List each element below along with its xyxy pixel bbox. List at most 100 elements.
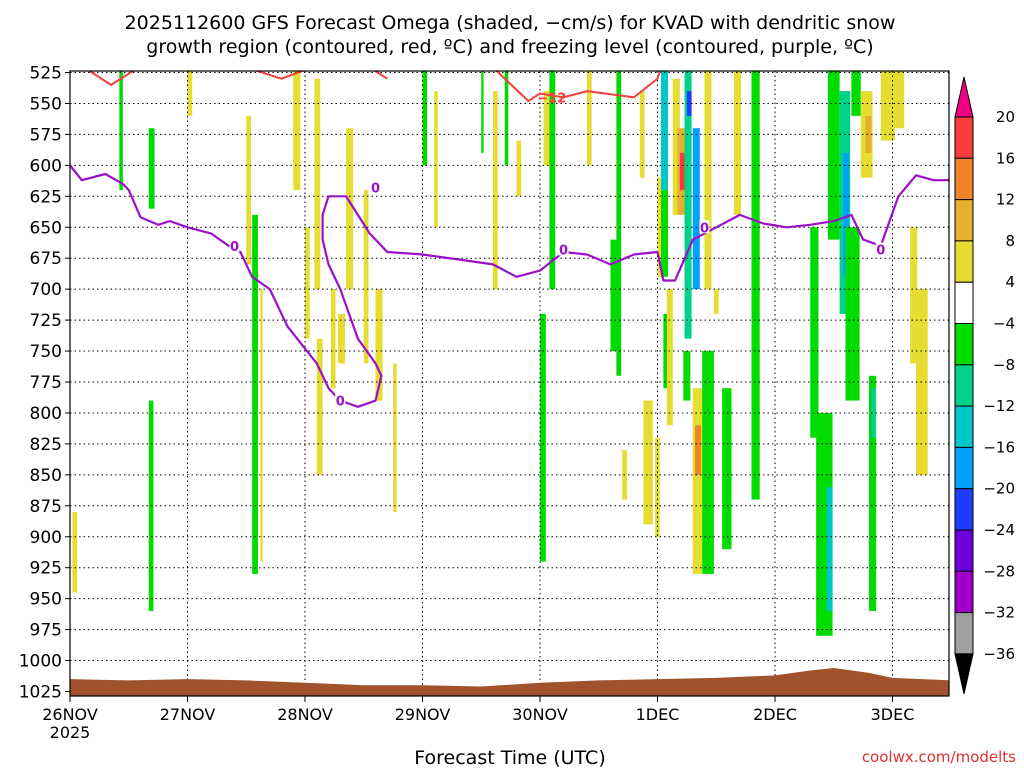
colorbar-label: −32: [983, 604, 1015, 622]
x-tick-label: 28NOV: [277, 705, 333, 724]
omega-patch: [549, 71, 556, 290]
colorbar-bin: [954, 529, 974, 572]
y-tick-label: 600: [30, 156, 62, 176]
y-tick-label: 650: [30, 218, 62, 238]
omega-patch: [293, 71, 301, 191]
omega-patch: [616, 71, 622, 376]
y-tick-label: 950: [30, 590, 62, 610]
freezing-label-bg: [699, 220, 710, 234]
minus12-contour: [495, 71, 661, 103]
freezing-level-label: 0: [876, 244, 885, 259]
omega-patch: [869, 375, 877, 612]
colorbar-label: 8: [1005, 232, 1015, 250]
omega-patch: [880, 71, 895, 141]
y-tick-label: 550: [30, 94, 62, 114]
omega-patch: [434, 91, 438, 228]
colorbar-label: 4: [1005, 273, 1015, 291]
colorbar-bin: [954, 323, 974, 366]
y-tick-label: 975: [30, 621, 62, 641]
y-tick-label: 875: [30, 497, 62, 517]
omega-patch: [337, 313, 345, 364]
omega-patch: [843, 152, 850, 277]
omega-patch: [692, 128, 700, 290]
colorbar-bin: [954, 612, 974, 655]
y-tick-label: 825: [30, 435, 62, 455]
colorbar-bin: [954, 240, 974, 283]
omega-patch: [845, 227, 860, 401]
freezing-label-bg: [875, 242, 886, 256]
surface-layer: [70, 668, 949, 696]
colorbar-bin: [954, 405, 974, 448]
omega-patch: [663, 313, 670, 389]
colorbar-label: −4: [993, 315, 1015, 333]
freezing-label-bg: [229, 238, 240, 252]
y-tick-label: 575: [30, 125, 62, 145]
omega-patch: [610, 239, 618, 352]
y-tick-label: 1025: [19, 683, 62, 703]
freezing-level-label: 0: [230, 240, 239, 255]
colorbar-bin: [954, 116, 974, 159]
colorbar-bin: [954, 281, 974, 325]
grid-layer: [70, 71, 949, 696]
colorbar-bin: [954, 364, 974, 407]
omega-patch: [393, 363, 397, 512]
omega-patch: [330, 289, 336, 389]
freezing-level-label: 0: [371, 182, 380, 197]
x-tick-label: 30NOV: [512, 705, 568, 724]
colorbar-label: −24: [983, 521, 1015, 539]
omega-patch: [481, 71, 484, 153]
freezing-label-bg: [558, 242, 569, 256]
freezing-label-bg: [370, 180, 381, 194]
omega-patch: [826, 487, 833, 612]
omega-patch: [540, 313, 546, 562]
omega-patch: [722, 388, 732, 550]
omega-patch: [504, 71, 509, 166]
y-tick-label: 900: [30, 528, 62, 548]
colorbar-bin: [954, 199, 974, 242]
omega-patch: [422, 71, 428, 166]
freezing-level-label: 0: [700, 221, 709, 236]
minus12-contour-label: −12: [537, 91, 566, 106]
omega-patch: [543, 91, 551, 166]
omega-patch: [684, 71, 692, 339]
omega-patch: [316, 338, 323, 475]
colorbar-label: −20: [983, 480, 1015, 498]
omega-patch: [695, 425, 701, 475]
omega-patch: [865, 115, 872, 153]
omega-patch: [702, 351, 714, 574]
omega-patch: [892, 71, 905, 129]
omega-patch: [363, 190, 369, 364]
x-tick-label: 29NOV: [395, 705, 451, 724]
omega-patch: [751, 71, 760, 500]
colorbar-bin: [954, 570, 974, 614]
omega-patch: [375, 289, 383, 401]
omega-patch: [72, 511, 78, 593]
x-tick-label: 3DEC: [871, 705, 915, 724]
omega-patch: [305, 227, 310, 339]
contour-layer: −12 0 0 0 0 0 0: [70, 71, 949, 410]
colorbar-label: 20: [996, 108, 1015, 126]
omega-patch: [661, 71, 669, 191]
omega-patch: [661, 190, 669, 277]
colorbar-label: −16: [983, 438, 1015, 456]
colorbar-top-arrow: [954, 76, 974, 118]
minus12-contour: [87, 71, 135, 87]
freezing-label-bg: [335, 393, 346, 407]
omega-patch: [733, 71, 741, 215]
colorbar: 20 16 12 8 4 −4 −8 −12 −16 −20 −24 −28 −32 −36: [954, 76, 1015, 695]
colorbar-bottom-arrow: [954, 653, 974, 695]
omega-patch: [119, 71, 123, 191]
omega-patch: [827, 71, 840, 240]
y-tick-label: 625: [30, 187, 62, 207]
omega-patch: [493, 91, 498, 290]
omega-patch: [686, 91, 692, 116]
omega-patch: [851, 71, 861, 116]
chart-title-line-2: growth region (contoured, red, ºC) and f…: [146, 36, 873, 58]
colorbar-label: 12: [996, 191, 1015, 209]
freezing-level-label: 0: [336, 395, 345, 410]
y-tick-label: 775: [30, 373, 62, 393]
omega-patch: [587, 71, 592, 166]
y-tick-label: 750: [30, 342, 62, 362]
y-tick-label: 800: [30, 404, 62, 424]
